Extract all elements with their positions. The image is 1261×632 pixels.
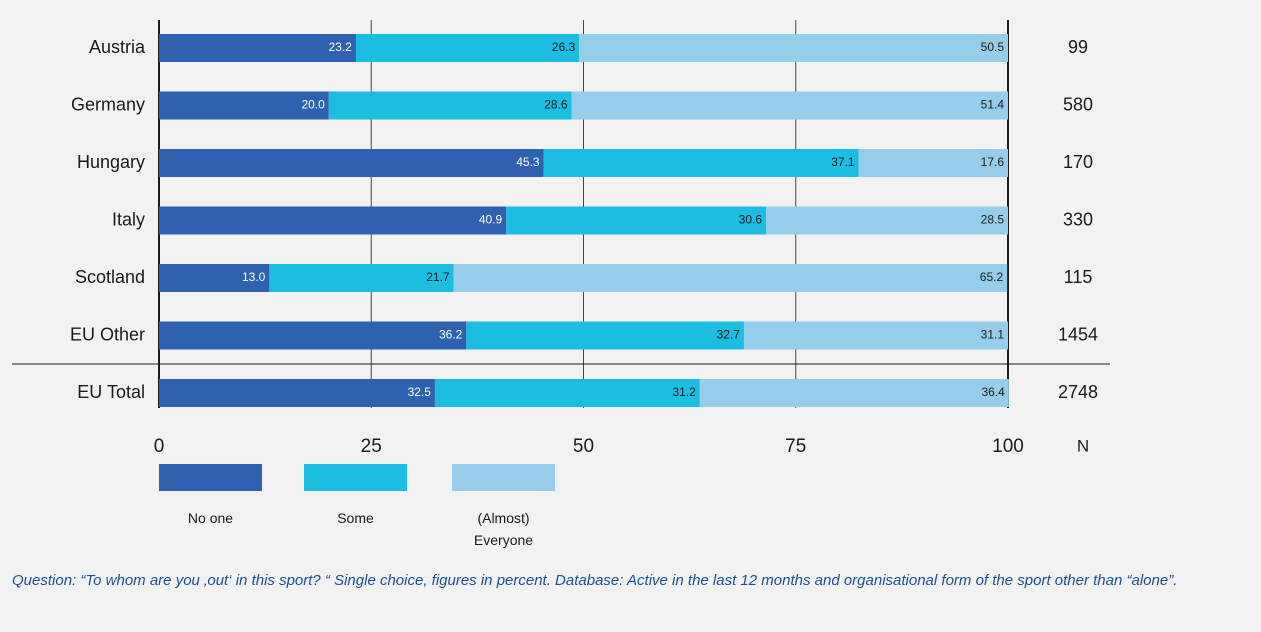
value-label: 32.5	[408, 385, 432, 399]
x-tick-label: 75	[785, 436, 806, 457]
x-tick-label: 25	[361, 436, 382, 457]
bar-segment	[434, 379, 700, 407]
bar-segment	[453, 264, 1008, 292]
value-label: 13.0	[242, 270, 266, 284]
bar-segment	[543, 149, 859, 177]
value-label: 36.2	[439, 328, 463, 342]
bar-segment	[466, 321, 744, 350]
x-tick-label: 50	[573, 436, 594, 457]
n-value: 330	[1063, 209, 1093, 229]
value-label: 23.2	[329, 40, 353, 54]
bar-segment	[743, 321, 1008, 350]
value-label: 28.6	[544, 98, 568, 112]
n-value: 170	[1063, 152, 1093, 172]
bar-segment	[159, 321, 467, 350]
bar-segment	[858, 149, 1008, 177]
bar-segment	[328, 91, 572, 120]
category-label: EU Other	[70, 324, 145, 344]
value-label: 20.0	[301, 98, 325, 112]
legend-label: (Almost) Everyone	[473, 510, 534, 548]
category-label: Germany	[71, 94, 145, 114]
value-label: 65.2	[980, 270, 1004, 284]
value-label: 37.1	[831, 155, 855, 169]
value-label: 30.6	[739, 213, 763, 227]
footnote: Question: “To whom are you ‚out‘ in this…	[12, 572, 1178, 589]
n-value: 2748	[1058, 382, 1098, 402]
value-label: 36.4	[981, 385, 1005, 399]
bar-segment	[159, 34, 356, 62]
bar-segment	[766, 206, 1008, 235]
value-label: 45.3	[516, 155, 540, 169]
value-label: 51.4	[981, 98, 1005, 112]
legend-swatch	[452, 464, 555, 491]
category-label: Italy	[112, 209, 145, 229]
category-label: Hungary	[77, 152, 145, 172]
value-label: 32.7	[717, 328, 741, 342]
n-value: 115	[1064, 267, 1093, 287]
bar-segment	[159, 206, 507, 235]
category-label: Scotland	[75, 267, 145, 287]
value-label: 26.3	[552, 40, 576, 54]
bar-segment	[355, 34, 580, 62]
n-header: N	[1077, 436, 1089, 455]
value-label: 31.2	[672, 385, 696, 399]
bar-segment	[159, 379, 435, 407]
category-label: Austria	[89, 37, 146, 57]
bar-segment	[269, 264, 454, 292]
legend-label: No one	[187, 510, 234, 526]
value-label: 21.7	[426, 270, 450, 284]
value-label: 28.5	[981, 213, 1005, 227]
bar-segment	[579, 34, 1008, 62]
legend-swatch	[159, 464, 262, 491]
value-label: 31.1	[981, 328, 1005, 342]
x-tick-label: 0	[154, 436, 165, 457]
value-label: 40.9	[479, 213, 503, 227]
bar-segment	[506, 206, 767, 235]
value-label: 50.5	[981, 40, 1005, 54]
n-value: 99	[1068, 37, 1088, 57]
bar-segment	[699, 379, 1009, 407]
legend-label: Some	[337, 510, 374, 526]
bar-segment	[159, 91, 329, 120]
x-tick-label: 100	[992, 436, 1024, 457]
n-value: 1454	[1058, 324, 1098, 344]
legend-swatch	[304, 464, 407, 491]
bar-segment	[159, 149, 544, 177]
bar-segment	[571, 91, 1008, 120]
value-label: 17.6	[981, 155, 1005, 169]
bar-segment	[159, 264, 270, 292]
n-value: 580	[1063, 94, 1093, 114]
category-label: EU Total	[77, 382, 145, 402]
